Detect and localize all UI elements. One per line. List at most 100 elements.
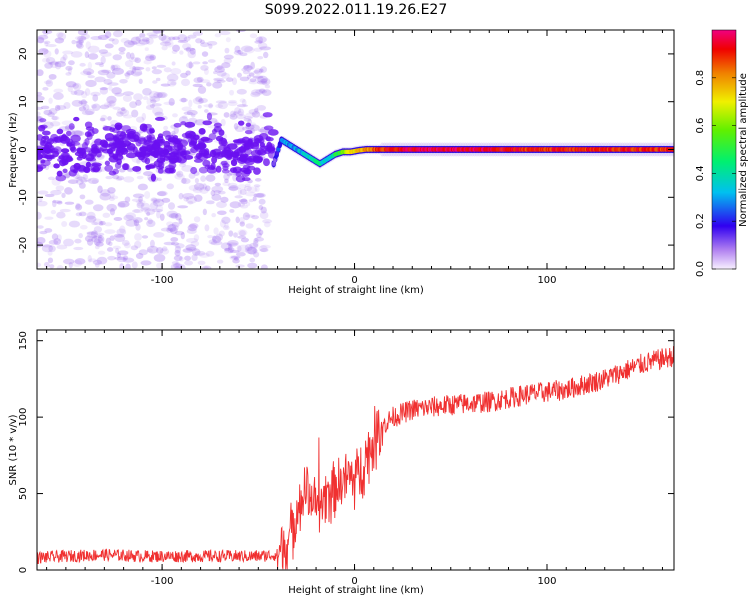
noise-blob <box>254 107 259 113</box>
noise-blob <box>177 205 189 209</box>
noise-blob-core <box>85 161 92 168</box>
noise-blob <box>179 264 186 269</box>
noise-blob <box>263 221 271 228</box>
noise-blob <box>63 258 75 265</box>
noise-blob <box>67 179 79 184</box>
noise-blob <box>129 66 141 71</box>
noise-blob <box>76 176 86 180</box>
noise-blob <box>260 66 268 73</box>
noise-blob <box>75 40 84 44</box>
ridge-core <box>273 158 277 163</box>
noise-blob <box>195 38 203 44</box>
noise-blob <box>125 212 137 220</box>
noise-blob <box>140 202 151 211</box>
noise-blob-core <box>256 149 267 156</box>
noise-blob <box>92 259 103 266</box>
noise-blob-core <box>198 152 207 157</box>
noise-blob <box>157 177 162 182</box>
noise-blob <box>161 246 168 252</box>
noise-blob <box>237 187 242 196</box>
noise-blob <box>137 183 148 191</box>
noise-blob <box>243 65 250 69</box>
spectrogram-ylabel: Frequency (Hz) <box>8 112 19 188</box>
noise-blob <box>160 83 171 87</box>
noise-blob <box>48 73 57 80</box>
spectrogram-ytick-label: 20 <box>18 48 29 61</box>
noise-blob <box>123 255 128 261</box>
noise-blob <box>150 99 157 104</box>
noise-blob <box>241 126 250 131</box>
spectrogram-ytick-label: 10 <box>18 95 29 108</box>
noise-blob-core <box>230 159 238 167</box>
noise-blob <box>264 84 271 89</box>
noise-blob <box>251 89 263 96</box>
noise-blob <box>146 211 151 217</box>
noise-blob <box>50 209 57 215</box>
noise-blob <box>248 108 260 115</box>
noise-blob <box>141 235 149 239</box>
noise-blob <box>112 30 123 38</box>
noise-blob-core <box>140 151 151 158</box>
noise-blob <box>255 36 267 43</box>
noise-blob <box>113 216 123 221</box>
noise-blob-core <box>235 170 242 177</box>
noise-blob <box>87 61 93 70</box>
noise-blob <box>237 201 246 207</box>
noise-blob-core <box>116 158 122 165</box>
noise-blob <box>134 240 142 249</box>
noise-blob <box>43 50 52 58</box>
noise-blob <box>186 109 198 116</box>
noise-blob <box>252 240 259 248</box>
noise-blob <box>185 195 198 204</box>
noise-blob <box>218 230 225 237</box>
noise-blob <box>100 220 106 226</box>
noise-blob <box>136 158 141 165</box>
noise-blob <box>146 245 159 254</box>
noise-blob <box>91 236 103 243</box>
noise-blob-core <box>104 164 114 172</box>
noise-blob <box>256 227 262 232</box>
noise-blob <box>100 56 106 65</box>
noise-blob <box>205 250 215 257</box>
noise-blob-core <box>70 134 81 143</box>
noise-blob <box>186 228 197 235</box>
noise-blob <box>130 68 143 77</box>
noise-blob-core <box>126 143 136 151</box>
noise-blob <box>86 211 96 220</box>
noise-blob <box>224 47 230 54</box>
noise-blob <box>43 40 51 45</box>
noise-blob <box>258 68 264 73</box>
colorbar-ticks: 0.0 0.2 0.4 0.6 0.8 <box>695 70 736 277</box>
noise-blob <box>237 49 242 54</box>
noise-blob <box>125 72 130 80</box>
noise-blob <box>193 182 205 191</box>
noise-blob-core <box>55 174 67 182</box>
noise-blob <box>205 174 216 182</box>
noise-blob-core <box>252 155 260 163</box>
colorbar: 0.0 0.2 0.4 0.6 0.8 Normalized spectral ampl… <box>695 29 749 277</box>
noise-blob <box>216 259 224 264</box>
noise-blob <box>149 54 157 61</box>
noise-blob <box>174 249 181 257</box>
noise-blob <box>74 35 87 41</box>
noise-blob <box>142 88 152 96</box>
noise-blob <box>118 46 126 52</box>
noise-blob <box>75 212 83 217</box>
noise-blob <box>135 223 141 231</box>
noise-blob <box>144 217 149 221</box>
noise-blob <box>243 116 253 120</box>
noise-blob <box>79 62 86 67</box>
noise-blob-core <box>154 116 165 121</box>
noise-blob <box>170 237 179 242</box>
noise-blob <box>180 232 185 240</box>
noise-blob <box>87 255 92 263</box>
noise-blob <box>117 202 126 208</box>
noise-blob <box>188 99 193 108</box>
noise-blob <box>159 213 165 221</box>
noise-blob <box>152 107 164 116</box>
noise-blob <box>138 78 143 85</box>
noise-blob <box>156 64 167 68</box>
noise-blob <box>84 51 90 59</box>
snr-ticks: -100 0 100 0 50 100 150 <box>18 330 674 587</box>
noise-blob <box>248 124 260 132</box>
